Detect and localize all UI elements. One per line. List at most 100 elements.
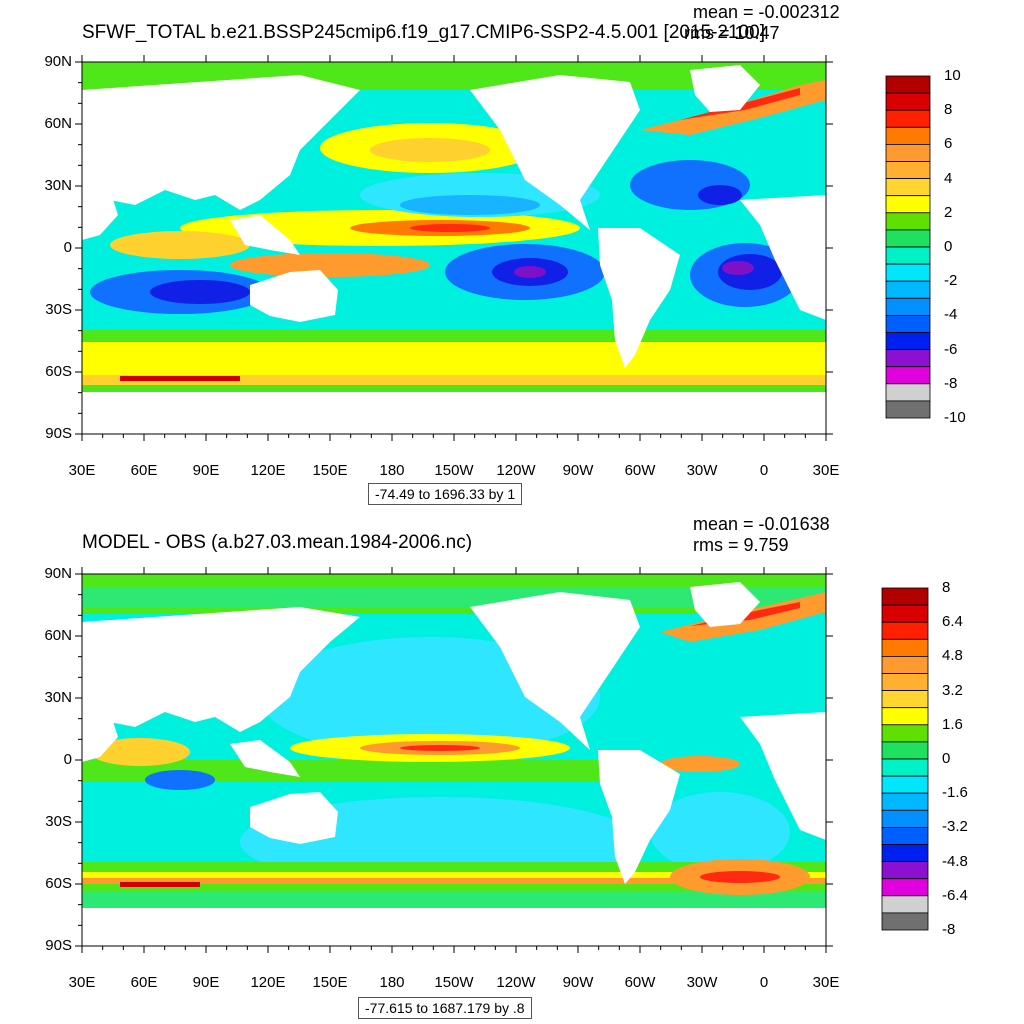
- lon-label: 60W: [624, 974, 656, 991]
- lon-label: 0: [759, 974, 769, 991]
- colorbar-swatch: [881, 912, 929, 931]
- colorbar-swatch: [881, 707, 929, 726]
- lat-label: 0: [63, 751, 72, 768]
- colorbar-swatch: [885, 229, 931, 248]
- colorbar-swatch: [881, 690, 929, 709]
- colorbar-label: 6.4: [942, 613, 963, 631]
- colorbar-swatch: [885, 92, 931, 111]
- lon-label: 90W: [562, 462, 594, 479]
- colorbar-swatch: [881, 792, 929, 811]
- colorbar-swatch: [885, 263, 931, 282]
- map-title: SFWF_TOTAL b.e21.BSSP245cmip6.f19_g17.CM…: [82, 22, 765, 43]
- lon-label: 30E: [68, 462, 96, 479]
- colorbar-swatch: [881, 775, 929, 794]
- colorbar-swatch: [885, 178, 931, 197]
- colorbar-label: 6: [944, 135, 953, 153]
- colorbar-swatch: [881, 878, 929, 897]
- lat-label: 90S: [45, 937, 72, 954]
- colorbar-label: -8: [942, 921, 956, 938]
- colorbar-swatch: [885, 75, 931, 94]
- lat-label: 90N: [44, 565, 72, 582]
- colorbar-swatch: [881, 826, 929, 845]
- colorbar-swatch: [885, 349, 931, 368]
- colorbar-swatch: [881, 758, 929, 777]
- colorbar-label: -2: [944, 272, 958, 290]
- colorbar-swatch: [881, 861, 929, 880]
- lon-label: 30W: [686, 974, 718, 991]
- rms-value: rms = 9.759: [693, 535, 789, 555]
- lon-label: 120E: [250, 974, 286, 991]
- lon-label: 150E: [312, 974, 348, 991]
- lat-label: 90N: [44, 53, 72, 70]
- lat-label: 90S: [45, 425, 72, 442]
- colorbar-swatch: [881, 724, 929, 743]
- bottom-map-panel: MODEL - OBS (a.b27.03.mean.1984-2006.nc)…: [0, 512, 1024, 1024]
- colorbar-label: 8: [944, 101, 953, 119]
- lon-label: 180: [379, 462, 405, 479]
- colorbar-swatch: [881, 673, 929, 692]
- colorbar-swatch: [885, 366, 931, 385]
- colorbar-swatch: [885, 212, 931, 231]
- lat-label: 60N: [44, 627, 72, 644]
- southern-ocean-band: [82, 340, 826, 380]
- lon-label: 150W: [434, 462, 474, 479]
- lon-label: 30E: [812, 462, 840, 479]
- colorbar-swatch: [881, 587, 929, 606]
- colorbar: [881, 587, 929, 931]
- colorbar-label: -6: [944, 340, 958, 358]
- lon-label: 150W: [434, 974, 474, 991]
- lon-label: 90E: [192, 974, 220, 991]
- lat-label: 30N: [44, 689, 72, 706]
- colorbar-swatch: [885, 195, 931, 214]
- colorbar-label: -4: [944, 306, 958, 324]
- colorbar-label: -8: [944, 374, 958, 392]
- colorbar-swatch: [881, 604, 929, 623]
- lat-label: 30S: [45, 813, 72, 830]
- colorbar-swatch: [885, 109, 931, 128]
- lon-label: 60E: [130, 974, 158, 991]
- colorbar-swatch: [881, 638, 929, 657]
- lat-label: 0: [63, 239, 72, 256]
- rms-value: rms = 10.47: [684, 23, 780, 43]
- colorbar-swatch: [885, 280, 931, 299]
- lon-label: 60E: [130, 462, 158, 479]
- lon-label: 120W: [496, 974, 536, 991]
- lat-label: 60N: [44, 115, 72, 132]
- colorbar-swatch: [881, 809, 929, 828]
- lon-label: 150E: [312, 462, 348, 479]
- lon-label: 180: [379, 974, 405, 991]
- colorbar-label: -3.2: [942, 818, 968, 836]
- axis-ticks: [75, 55, 833, 441]
- contour-range-box: -77.615 to 1687.179 by .8: [358, 997, 532, 1019]
- lon-label: 30E: [812, 974, 840, 991]
- continents: [82, 65, 826, 434]
- colorbar-label: 10: [944, 67, 961, 84]
- colorbar-label: -4.8: [942, 852, 968, 870]
- colorbar-label: -10: [944, 409, 966, 426]
- lat-label: 60S: [45, 363, 72, 380]
- colorbar-swatch: [881, 895, 929, 914]
- lon-label: 30W: [686, 462, 718, 479]
- colorbar-label: -1.6: [942, 784, 968, 802]
- colorbar-swatch: [885, 143, 931, 162]
- continents: [82, 582, 826, 946]
- lat-label: 30N: [44, 177, 72, 194]
- colorbar-label: 4.8: [942, 647, 963, 665]
- lon-label: 60W: [624, 462, 656, 479]
- colorbar-label: 3.2: [942, 681, 963, 699]
- colorbar-swatch: [885, 332, 931, 351]
- colorbar-swatch: [881, 655, 929, 674]
- colorbar-label: 8: [942, 579, 951, 596]
- colorbar-swatch: [885, 246, 931, 265]
- axis-ticks: [75, 567, 833, 953]
- lon-label: 90W: [562, 974, 594, 991]
- colorbar: [885, 75, 931, 419]
- lon-label: 120E: [250, 462, 286, 479]
- colorbar-label: 1.6: [942, 715, 963, 733]
- colorbar-swatch: [881, 621, 929, 640]
- lon-label: 30E: [68, 974, 96, 991]
- top-map-panel: SFWF_TOTAL b.e21.BSSP245cmip6.f19_g17.CM…: [44, 2, 966, 505]
- colorbar-label: 2: [944, 203, 953, 221]
- lat-label: 30S: [45, 301, 72, 318]
- map-plot: [75, 567, 929, 953]
